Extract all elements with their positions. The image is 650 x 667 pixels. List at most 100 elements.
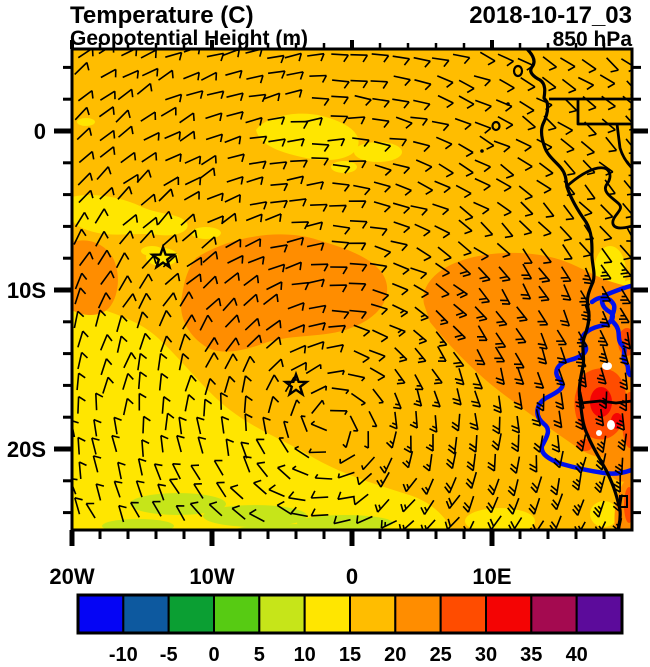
- wind-barb: [115, 252, 130, 269]
- wind-barb: [245, 50, 263, 57]
- temp-region-yellow-west-tongue: [191, 227, 221, 239]
- wind-barb: [370, 226, 388, 237]
- wind-barb: [395, 183, 412, 196]
- wind-barb: [473, 201, 490, 215]
- wind-barb: [457, 241, 472, 257]
- wind-barb: [309, 74, 328, 83]
- wind-barb: [622, 202, 631, 219]
- wind-barb: [495, 310, 508, 327]
- wind-barb: [437, 246, 452, 262]
- wind-barb: [139, 332, 152, 350]
- wind-barb: [164, 272, 181, 286]
- wind-barb: [521, 115, 536, 131]
- wind-barb: [413, 140, 431, 153]
- wind-barb: [202, 275, 219, 289]
- wind-barb: [349, 309, 367, 320]
- colorbar-label: -5: [160, 644, 178, 666]
- wind-barb: [495, 99, 513, 112]
- wind-barb: [529, 520, 545, 529]
- wind-barb: [600, 204, 614, 220]
- wind-barb: [219, 392, 229, 410]
- wind-barb: [78, 150, 95, 164]
- wind-barb: [578, 201, 593, 217]
- page-title: Temperature (C): [70, 2, 254, 29]
- wind-barb: [372, 289, 390, 302]
- wind-barb: [507, 479, 519, 497]
- wind-barb: [414, 79, 432, 91]
- wind-barb: [432, 203, 450, 216]
- wind-barb: [268, 484, 285, 498]
- wind-barb: [78, 251, 94, 267]
- wind-barb: [582, 95, 597, 111]
- wind-barb: [562, 244, 573, 260]
- wind-barb: [74, 106, 90, 121]
- colorbar-cell: [349, 594, 397, 634]
- wind-barb: [225, 438, 235, 457]
- wind-barb: [179, 130, 196, 142]
- wind-barb: [393, 221, 411, 234]
- wind-barb: [267, 54, 285, 64]
- wind-barb: [242, 355, 256, 373]
- wind-barb: [310, 263, 329, 272]
- wind-barb: [97, 292, 112, 309]
- temp-region-masked-spots: [596, 430, 602, 436]
- colorbar-cell: [258, 594, 306, 634]
- wind-barb: [73, 478, 78, 495]
- wind-barb: [598, 391, 608, 410]
- colorbar-label: -10: [109, 644, 138, 666]
- wind-barb: [352, 137, 370, 147]
- wind-barb: [117, 185, 133, 200]
- wind-barb: [305, 221, 324, 231]
- wind-barb: [247, 255, 265, 265]
- wind-barb: [182, 314, 197, 330]
- wind-barb: [491, 433, 502, 451]
- wind-barb: [163, 176, 180, 187]
- x-axis-label: 10W: [189, 564, 234, 589]
- wind-barb: [95, 483, 105, 501]
- wind-barb: [286, 236, 305, 246]
- wind-barb: [592, 500, 605, 518]
- wind-barb: [626, 160, 631, 177]
- wind-barb: [142, 415, 151, 434]
- wind-barb: [513, 352, 525, 369]
- wind-barb: [373, 201, 391, 213]
- wind-barb: [595, 453, 607, 471]
- wind-barb: [311, 143, 330, 152]
- wind-barb: [241, 375, 252, 393]
- wind-barb: [413, 99, 431, 111]
- wind-barb: [454, 117, 472, 131]
- wind-barb: [507, 497, 520, 515]
- wind-barb: [477, 266, 491, 283]
- wind-barb: [402, 477, 418, 493]
- wind-barb: [495, 332, 507, 349]
- wind-barb: [151, 500, 162, 517]
- wind-barb: [394, 347, 408, 363]
- wind-barb: [121, 50, 138, 57]
- wind-barb: [444, 476, 457, 494]
- wind-barb: [414, 374, 424, 391]
- wind-barb: [95, 392, 104, 411]
- wind-barb: [77, 89, 94, 102]
- wind-barb: [542, 202, 555, 218]
- wind-barb: [515, 138, 532, 152]
- wind-barb: [255, 438, 266, 455]
- temp-region-masked-spots: [607, 420, 615, 430]
- wind-barb: [291, 465, 309, 476]
- wind-barb: [225, 337, 240, 352]
- wind-barb: [492, 395, 502, 414]
- wind-barb: [264, 213, 282, 222]
- wind-barb: [205, 112, 223, 122]
- wind-barb: [179, 291, 194, 307]
- wind-barb: [267, 70, 286, 79]
- wind-barb: [435, 309, 449, 326]
- wind-barb: [575, 434, 587, 452]
- wind-barb: [622, 95, 631, 111]
- wind-barb: [204, 378, 217, 396]
- wind-barb: [223, 50, 240, 58]
- wind-barb: [327, 369, 345, 376]
- wind-barb: [73, 420, 79, 438]
- wind-barb: [311, 97, 330, 107]
- y-axis-label: 20S: [7, 437, 46, 462]
- wind-barb: [520, 77, 536, 92]
- wind-barb: [511, 415, 521, 434]
